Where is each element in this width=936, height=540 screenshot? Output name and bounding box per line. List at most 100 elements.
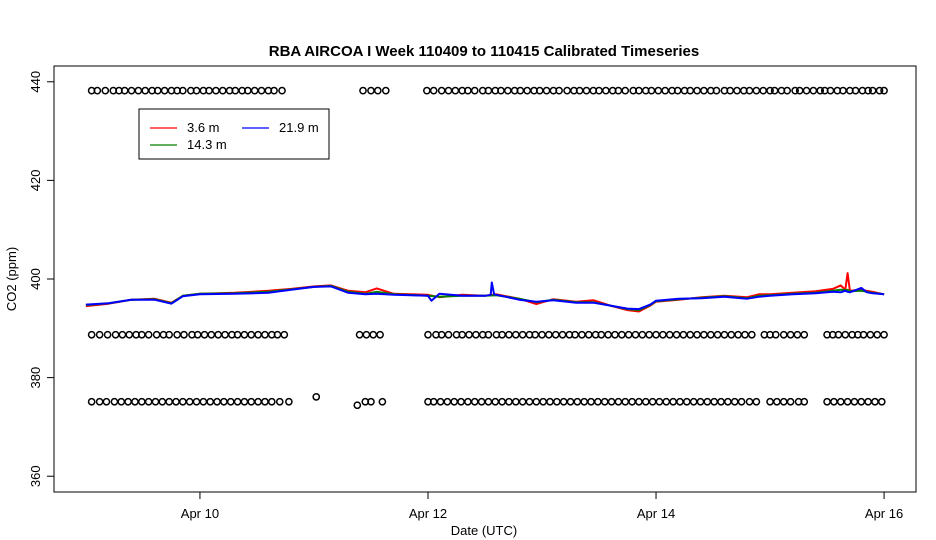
marker-point [240, 330, 249, 339]
marker-point [278, 86, 286, 95]
marker-point [240, 397, 249, 406]
marker-point [661, 86, 670, 95]
marker-point [518, 330, 527, 339]
marker-point [470, 86, 479, 95]
marker-point [218, 86, 227, 95]
legend-label: 21.9 m [279, 120, 319, 135]
marker-point [444, 86, 453, 95]
marker-point [730, 397, 739, 406]
marker-point [703, 397, 712, 406]
marker-point [505, 397, 513, 406]
marker-point [125, 330, 134, 339]
marker-point [737, 397, 746, 406]
marker-point [422, 86, 431, 95]
marker-point [152, 330, 161, 339]
marker-point [686, 330, 695, 339]
marker-point [700, 330, 708, 339]
marker-point [378, 397, 387, 406]
marker-point [362, 330, 371, 339]
marker-point [144, 397, 153, 406]
marker-point [312, 392, 321, 401]
marker-point [353, 401, 362, 410]
marker-point [367, 397, 375, 406]
marker-point [880, 86, 888, 95]
marker-point [503, 86, 512, 95]
marker-point [604, 330, 612, 339]
marker-point [655, 397, 664, 406]
marker-point [93, 86, 102, 95]
marker-point [773, 397, 781, 406]
marker-point [165, 397, 174, 406]
marker-point [779, 330, 788, 339]
marker-point [800, 397, 809, 406]
marker-point [261, 397, 269, 406]
marker-point [693, 86, 701, 95]
x-tick-label: Apr 16 [865, 506, 903, 521]
marker-point [712, 86, 721, 95]
marker-point [682, 397, 691, 406]
marker-point [875, 86, 884, 95]
marker-point [563, 86, 571, 95]
marker-point [638, 330, 647, 339]
marker-point [542, 86, 551, 95]
marker-point [621, 397, 630, 406]
marker-point [127, 86, 136, 95]
marker-point [511, 397, 520, 406]
marker-point [727, 330, 736, 339]
y-axis: 360 380 400 420 440 [28, 71, 54, 487]
marker-point [137, 397, 146, 406]
y-tick-label: 360 [28, 465, 43, 487]
marker-point [451, 86, 460, 95]
marker-point [117, 397, 126, 406]
marker-point [654, 86, 663, 95]
marker-point [720, 330, 729, 339]
marker-point [587, 397, 595, 406]
marker-point [280, 330, 289, 339]
marker-point [484, 397, 493, 406]
marker-point [101, 86, 110, 95]
series-lines [85, 272, 885, 313]
marker-point [87, 397, 96, 406]
marker-point [270, 86, 278, 95]
marker-point [505, 330, 513, 339]
marker-point [437, 86, 446, 95]
marker-point [444, 330, 453, 339]
marker-point [443, 397, 452, 406]
marker-point [607, 397, 616, 406]
marker-point [766, 86, 774, 95]
marker-point [766, 397, 774, 406]
marker-point [545, 330, 553, 339]
marker-point [192, 397, 201, 406]
marker-point [261, 330, 269, 339]
marker-point [830, 397, 838, 406]
marker-point [733, 86, 741, 95]
chart-title: RBA AIRCOA I Week 110409 to 110415 Calib… [269, 43, 700, 60]
marker-point [213, 397, 221, 406]
marker-point [118, 330, 127, 339]
marker-point [267, 397, 276, 406]
marker-point [700, 86, 708, 95]
marker-point [551, 330, 560, 339]
marker-point [376, 330, 384, 339]
marker-point [525, 397, 534, 406]
marker-point [546, 397, 554, 406]
marker-point [110, 397, 119, 406]
marker-point [779, 397, 788, 406]
marker-point [555, 86, 563, 95]
marker-point [465, 330, 473, 339]
marker-point [759, 86, 768, 95]
marker-point [843, 397, 852, 406]
marker-point [871, 397, 879, 406]
marker-point [602, 86, 610, 95]
legend-box [138, 108, 330, 160]
marker-point [672, 330, 681, 339]
marker-point [791, 86, 799, 95]
marker-point [582, 86, 591, 95]
marker-point [857, 397, 866, 406]
marker-point [214, 330, 223, 339]
marker-point [724, 397, 732, 406]
marker-point [584, 330, 593, 339]
marker-point [559, 397, 568, 406]
marker-point [424, 330, 432, 339]
